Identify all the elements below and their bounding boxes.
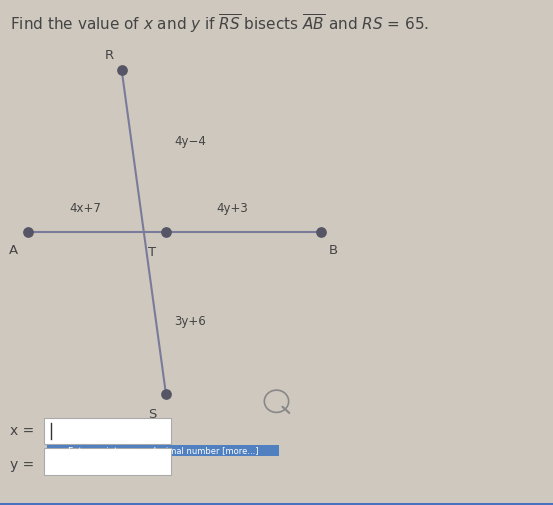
- Point: [23, 228, 32, 236]
- Text: B: B: [328, 243, 337, 257]
- Text: Find the value of $x$ and $y$ if $\overline{RS}$ bisects $\overline{AB}$ and $\m: Find the value of $x$ and $y$ if $\overl…: [10, 13, 429, 35]
- Text: 3y+6: 3y+6: [174, 314, 206, 327]
- Text: Enter an integer or decimal number [more...]: Enter an integer or decimal number [more…: [68, 446, 258, 455]
- Text: R: R: [105, 49, 114, 62]
- Text: 4y+3: 4y+3: [216, 201, 248, 215]
- Text: A: A: [9, 243, 18, 257]
- FancyBboxPatch shape: [44, 448, 171, 475]
- FancyBboxPatch shape: [0, 503, 553, 505]
- Text: T: T: [148, 246, 156, 259]
- Point: [161, 390, 170, 398]
- Point: [161, 228, 170, 236]
- FancyBboxPatch shape: [47, 445, 279, 456]
- Point: [117, 67, 126, 75]
- Text: x =: x =: [10, 423, 34, 437]
- FancyBboxPatch shape: [44, 418, 171, 444]
- Point: [316, 228, 325, 236]
- Text: y =: y =: [10, 457, 34, 471]
- Text: 4x+7: 4x+7: [70, 201, 102, 215]
- Text: 4y−4: 4y−4: [174, 135, 206, 148]
- Text: S: S: [148, 408, 156, 421]
